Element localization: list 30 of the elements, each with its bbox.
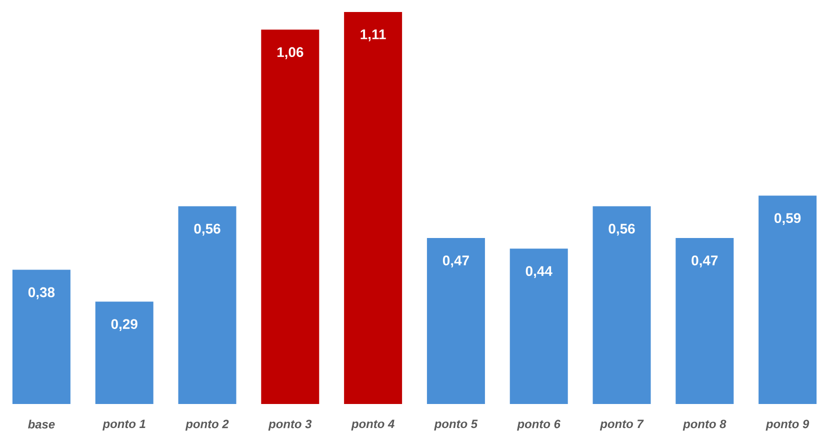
bar [178, 206, 236, 404]
x-tick-label: ponto 9 [766, 420, 810, 431]
bar [12, 270, 70, 404]
bar [426, 238, 485, 404]
data-label: 0,59 [774, 213, 801, 226]
data-label: 0,44 [526, 266, 552, 278]
x-tick-label: ponto 5 [434, 420, 478, 430]
data-label: 0,56 [608, 224, 635, 236]
data-label: 0,29 [111, 319, 138, 331]
x-tick-label: ponto 6 [517, 420, 561, 431]
x-tick-label: ponto 4 [351, 420, 394, 430]
bar [261, 30, 320, 404]
data-label: 0,56 [194, 224, 220, 236]
x-tick-label: ponto 1 [102, 420, 146, 430]
x-tick-label: ponto 2 [185, 420, 229, 431]
x-tick-label: ponto 7 [600, 420, 644, 430]
bar [510, 248, 568, 404]
bar [95, 302, 154, 404]
x-tick-label: ponto 8 [682, 420, 726, 431]
x-tick-label: ponto 3 [268, 420, 312, 431]
bar [676, 238, 734, 404]
data-label: 1,06 [277, 47, 304, 60]
data-label: 0,47 [692, 256, 718, 268]
bar [592, 206, 651, 404]
bar [344, 12, 402, 404]
data-label: 1,11 [360, 30, 386, 42]
data-label: 0,47 [442, 256, 469, 268]
x-tick-label: base [28, 420, 55, 429]
bar [758, 196, 817, 404]
data-label: 0,38 [28, 287, 55, 300]
